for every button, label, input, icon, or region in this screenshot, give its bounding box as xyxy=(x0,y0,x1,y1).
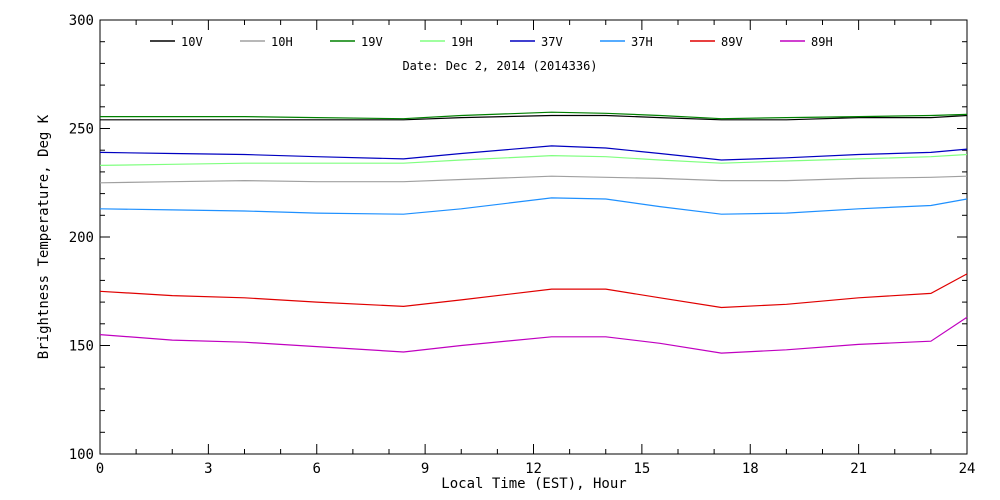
legend-label: 19V xyxy=(361,35,383,49)
legend-label: 10H xyxy=(271,35,293,49)
legend-label: 89V xyxy=(721,35,743,49)
series-line-89h xyxy=(99,316,968,354)
y-tick-label: 250 xyxy=(69,122,94,138)
series-line-10h xyxy=(99,175,968,184)
series-line-19v xyxy=(100,111,968,120)
series-line-89v xyxy=(99,273,968,309)
y-axis: 100 150 200 250 300 xyxy=(69,13,967,463)
y-tick-label: 200 xyxy=(69,230,94,246)
x-tick-label: 21 xyxy=(850,461,867,477)
y-tick-label: 300 xyxy=(69,13,94,29)
y-tick-label: 150 xyxy=(69,339,94,355)
x-tick-label: 24 xyxy=(959,461,976,477)
chart-title: Date: Dec 2, 2014 (2014336) xyxy=(402,59,597,73)
x-axis: 0 3 6 9 12 15 18 21 24 xyxy=(96,20,976,477)
legend-label: 89H xyxy=(811,35,833,49)
x-tick-label: 6 xyxy=(313,461,321,477)
plot-frame xyxy=(99,19,968,455)
x-axis-label: Local Time (EST), Hour xyxy=(441,476,626,492)
legend-label: 37V xyxy=(541,35,563,49)
x-tick-label: 12 xyxy=(525,461,542,477)
y-tick-label: 100 xyxy=(69,447,94,463)
x-tick-label: 18 xyxy=(742,461,759,477)
x-tick-label: 0 xyxy=(96,461,104,477)
x-tick-label: 15 xyxy=(633,461,650,477)
series-line-10v xyxy=(100,114,968,121)
series-line-37v xyxy=(99,145,968,161)
x-tick-label: 9 xyxy=(421,461,429,477)
legend-label: 19H xyxy=(451,35,473,49)
legend-label: 37H xyxy=(631,35,653,49)
series-layer xyxy=(99,111,968,354)
legend: 10V 10H 19V 19H 37V 37H 89V 89H xyxy=(150,35,833,49)
y-axis-label: Brightness Temperature, Deg K xyxy=(36,114,52,359)
series-line-19h xyxy=(99,153,968,166)
legend-label: 10V xyxy=(181,35,203,49)
series-line-37h xyxy=(99,197,968,215)
x-tick-label: 3 xyxy=(204,461,212,477)
